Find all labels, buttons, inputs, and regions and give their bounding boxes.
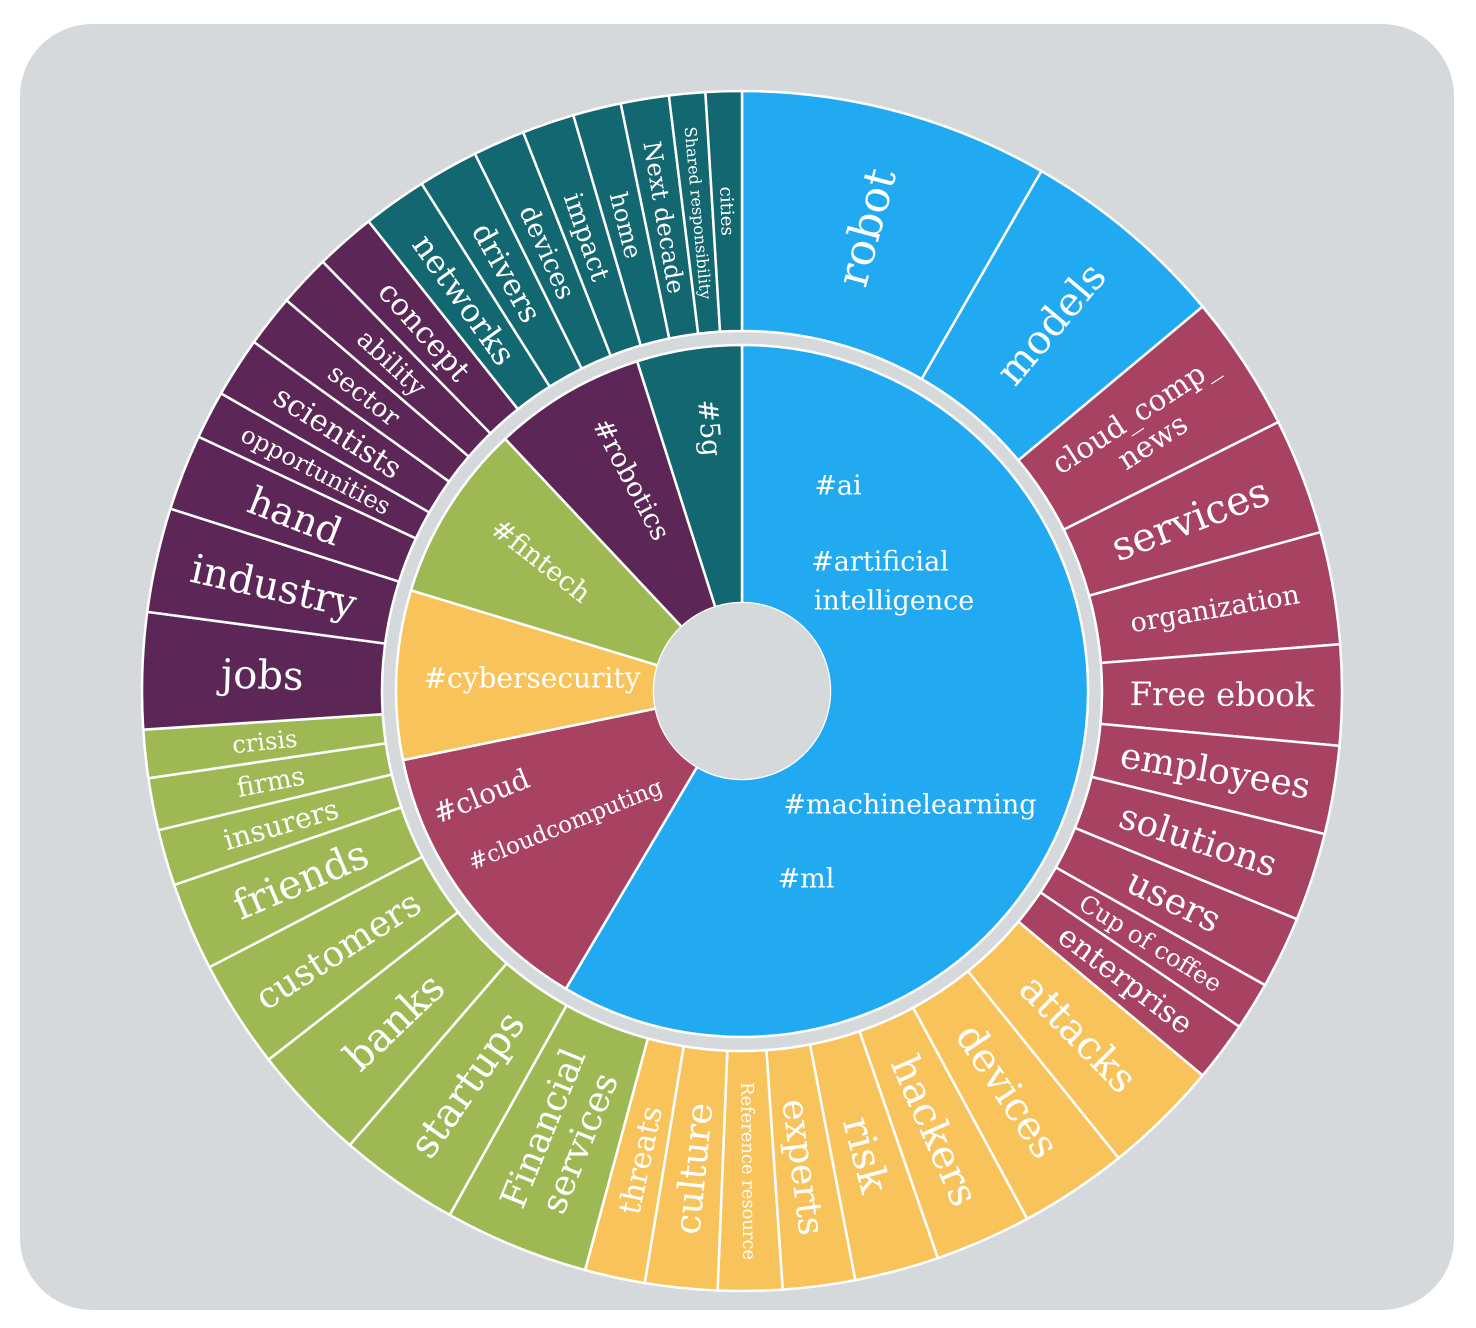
inner-label-ml: #ml xyxy=(778,864,835,895)
outer-label-crisis: crisis xyxy=(231,725,299,760)
inner-label-machinelearning: #machinelearning xyxy=(783,790,1036,821)
outer-label-free-ebook: Free ebook xyxy=(1130,675,1315,714)
inner-label-5g: #5g xyxy=(691,398,727,458)
outer-label-jobs: jobs xyxy=(216,651,304,700)
center-hole xyxy=(654,603,830,779)
inner-label-cybersecurity: #cybersecurity xyxy=(424,662,641,695)
outer-ring: robotmodelscloud_comp_newsservicesorgani… xyxy=(140,89,1344,1293)
inner-label-ai: #ai xyxy=(814,471,862,502)
outer-label-cities: cities xyxy=(715,186,737,236)
inner-ring: #ai #artificial intelligence #machinelearni… xyxy=(394,343,1090,1039)
outer-label-reference-resource: Reference resource xyxy=(736,1082,759,1260)
inner-label-intelligence: intelligence xyxy=(814,586,975,617)
inner-segment-fintech[interactable] xyxy=(409,437,684,667)
outer-segment-cities[interactable] xyxy=(704,89,744,333)
inner-label-artificial: #artificial xyxy=(811,547,949,578)
